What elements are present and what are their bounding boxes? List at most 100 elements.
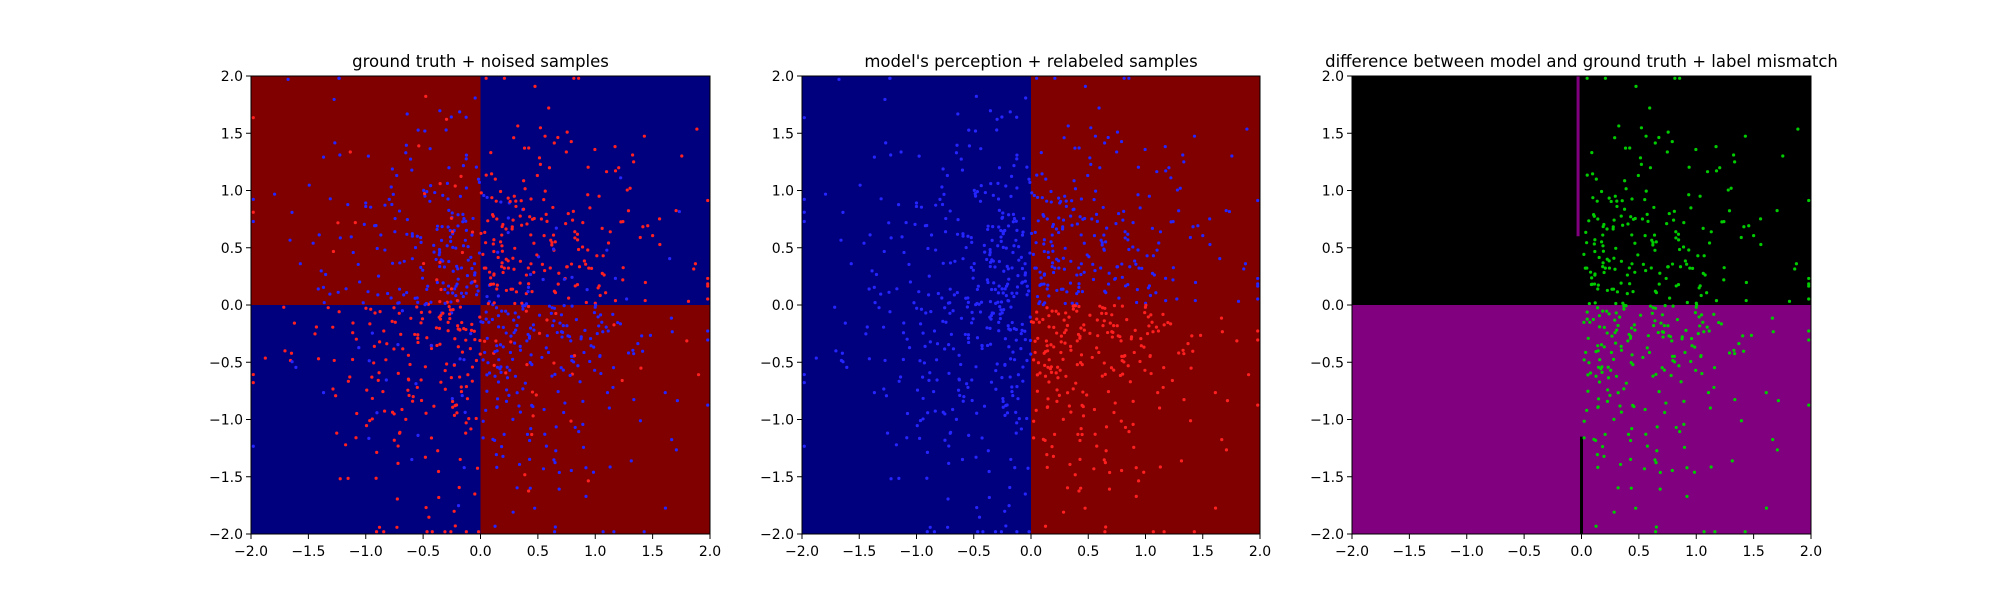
data-point xyxy=(997,225,1001,229)
data-point xyxy=(997,166,1002,170)
data-point xyxy=(1010,320,1014,325)
data-point xyxy=(331,325,335,329)
data-point xyxy=(586,193,590,197)
data-point xyxy=(1672,209,1676,213)
data-point xyxy=(1014,327,1018,332)
data-point xyxy=(901,331,906,335)
data-point xyxy=(464,431,468,435)
data-point xyxy=(1047,294,1051,298)
data-point xyxy=(392,412,396,416)
data-point xyxy=(490,213,495,217)
data-point xyxy=(465,397,470,401)
data-point xyxy=(311,241,315,245)
data-point xyxy=(1122,76,1126,80)
data-point xyxy=(658,242,662,247)
data-point xyxy=(1191,225,1195,229)
data-point xyxy=(1230,154,1234,158)
panel-title: model's perception + relabeled samples xyxy=(864,52,1197,71)
data-point xyxy=(393,320,397,324)
data-point xyxy=(1256,284,1260,288)
data-point xyxy=(552,361,556,365)
data-point xyxy=(1654,372,1658,376)
data-point xyxy=(1631,363,1635,367)
data-point xyxy=(1781,154,1785,158)
data-point xyxy=(1069,259,1073,263)
data-point xyxy=(1164,276,1168,280)
data-point xyxy=(1602,454,1606,458)
data-point xyxy=(527,438,532,443)
x-tick-label: −2.0 xyxy=(785,544,819,560)
data-point xyxy=(601,330,605,334)
data-point xyxy=(537,156,542,160)
data-point xyxy=(802,210,806,214)
data-point xyxy=(488,282,492,287)
data-point xyxy=(495,397,500,401)
data-point xyxy=(1683,259,1687,263)
data-point xyxy=(397,431,402,435)
y-tick-label: −1.5 xyxy=(760,470,794,486)
data-point xyxy=(960,168,965,172)
data-point xyxy=(575,238,580,242)
data-point xyxy=(1085,253,1089,257)
data-point xyxy=(986,227,990,232)
data-point xyxy=(551,233,556,237)
data-point xyxy=(1127,76,1131,80)
data-point xyxy=(966,300,970,304)
data-point xyxy=(1004,294,1008,298)
data-point xyxy=(338,477,342,481)
data-point xyxy=(572,354,577,358)
data-point xyxy=(407,393,411,398)
data-point xyxy=(926,411,930,415)
data-point xyxy=(991,225,995,229)
data-point xyxy=(511,256,515,260)
data-point xyxy=(1008,328,1012,332)
data-point xyxy=(449,530,453,534)
y-tick-label: 0.5 xyxy=(772,241,794,257)
data-point xyxy=(518,214,522,218)
data-point xyxy=(425,287,429,292)
data-point xyxy=(1628,334,1633,338)
data-point xyxy=(574,317,579,322)
data-point xyxy=(1116,211,1121,216)
data-point xyxy=(1025,165,1029,169)
data-point xyxy=(364,204,368,209)
data-point xyxy=(397,311,401,315)
data-point xyxy=(544,212,548,216)
data-point xyxy=(365,388,369,392)
data-point xyxy=(408,157,413,161)
data-point xyxy=(1003,509,1007,513)
x-tick-label: 1.5 xyxy=(641,544,663,560)
data-point xyxy=(565,130,569,134)
points xyxy=(1582,76,1811,534)
data-point xyxy=(1596,365,1601,369)
data-point xyxy=(1021,280,1025,284)
data-point xyxy=(961,399,965,403)
data-point xyxy=(1000,216,1004,220)
data-point xyxy=(533,506,537,510)
data-point xyxy=(504,399,509,403)
data-point xyxy=(1023,338,1027,342)
data-point xyxy=(706,403,710,407)
data-point xyxy=(1585,173,1589,177)
data-point xyxy=(484,408,488,412)
data-point xyxy=(632,160,636,164)
data-point xyxy=(951,309,955,313)
data-point xyxy=(936,291,940,296)
data-point xyxy=(495,465,499,469)
data-point xyxy=(1050,309,1054,313)
data-point xyxy=(938,197,942,202)
data-point xyxy=(1626,432,1631,436)
data-point xyxy=(492,272,496,276)
data-point xyxy=(929,233,934,237)
data-point xyxy=(1139,344,1143,348)
data-point xyxy=(1162,366,1166,370)
data-point xyxy=(1119,419,1123,423)
data-point xyxy=(1592,437,1596,441)
data-point xyxy=(977,515,982,519)
data-point xyxy=(1696,331,1700,336)
data-point xyxy=(988,250,992,254)
data-point xyxy=(926,246,930,251)
data-point xyxy=(868,233,872,237)
data-point xyxy=(668,257,672,261)
data-point xyxy=(586,165,590,169)
